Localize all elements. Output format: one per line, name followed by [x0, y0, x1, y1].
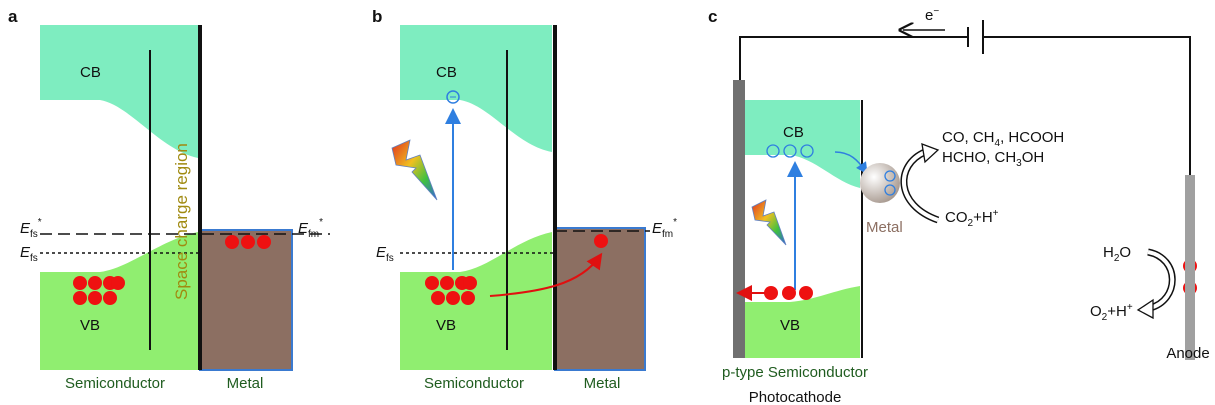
- photocathode-label: Photocathode: [749, 389, 842, 405]
- metal-block: [200, 230, 292, 370]
- panel-c: c e− CB VB CO, CH4, HCOOH HCHO, CH3OH Me…: [708, 6, 1210, 405]
- efs-label: Efs: [376, 244, 394, 264]
- cb-label: CB: [436, 64, 457, 81]
- efs-label: Efs: [20, 244, 38, 264]
- panel-a: a CB VB Space charge region Efs* Efs Efm…: [8, 7, 330, 392]
- products-label: HCHO, CH3OH: [942, 149, 1044, 169]
- efm-star-label: Efm*: [298, 217, 323, 240]
- metal-label: Metal: [584, 375, 621, 392]
- cb-band: [400, 25, 552, 152]
- semiconductor-label: Semiconductor: [424, 375, 524, 392]
- anode-label: Anode: [1166, 345, 1209, 362]
- semiconductor-label: Semiconductor: [65, 375, 165, 392]
- photocathode-bar: [733, 80, 745, 358]
- efs-star-label: Efs*: [20, 217, 42, 240]
- vb-label: VB: [436, 317, 456, 334]
- cb-band: [745, 100, 860, 188]
- panel-letter: c: [708, 7, 717, 26]
- vb-label: VB: [80, 317, 100, 334]
- products-label: CO, CH4, HCOOH: [942, 129, 1064, 149]
- metal-particle: [860, 163, 900, 203]
- semiconductor-label: p-type Semiconductor: [722, 364, 868, 381]
- light-icon: [392, 140, 437, 200]
- vb-band: [400, 232, 552, 370]
- o2-label: O2+H+: [1090, 302, 1133, 323]
- panel-b: b CB VB Efs Efm* Semiconductor Metal: [372, 7, 677, 392]
- panel-letter: a: [8, 7, 18, 26]
- h2o-label: H2O: [1103, 244, 1131, 264]
- light-icon: [752, 200, 786, 245]
- metal-label: Metal: [227, 375, 264, 392]
- vb-label: VB: [780, 317, 800, 334]
- cb-band: [40, 25, 198, 158]
- metal-block: [555, 228, 645, 370]
- reaction-arrow: [1148, 252, 1172, 308]
- electron-label: e−: [925, 6, 939, 24]
- figure: a CB VB Space charge region Efs* Efs Efm…: [0, 0, 1215, 405]
- reactant-label: CO2+H+: [945, 208, 999, 229]
- cb-label: CB: [80, 64, 101, 81]
- space-charge-label: Space charge region: [172, 143, 191, 300]
- panel-letter: b: [372, 7, 382, 26]
- efm-star-label: Efm*: [652, 217, 677, 240]
- anode-bar: [1185, 175, 1195, 360]
- cb-label: CB: [783, 124, 804, 141]
- metal-label: Metal: [866, 219, 903, 236]
